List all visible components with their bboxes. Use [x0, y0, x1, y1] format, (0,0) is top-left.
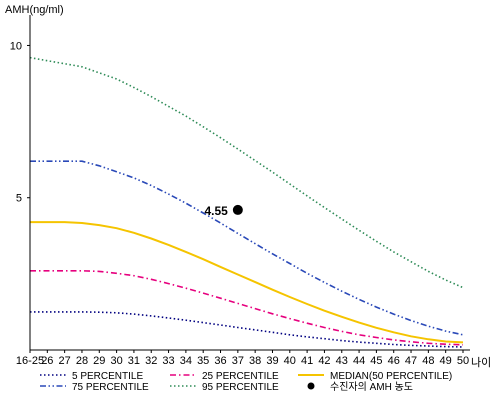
legend-label-1: 25 PERCENTILE	[202, 371, 279, 382]
series-line-3	[30, 160, 464, 336]
legend-label-3: 75 PERCENTILE	[72, 382, 149, 393]
x-tick-label-24: 49	[440, 355, 452, 367]
y-tick-label-1: 10	[10, 40, 22, 52]
series-layer	[29, 56, 464, 348]
series-line-4	[29, 56, 464, 289]
x-tick-label-0: 16-25	[16, 355, 44, 367]
patient-point-label: 4.55	[204, 204, 228, 218]
x-axis-title: 나이	[471, 356, 491, 369]
x-tick-label-1: 26	[41, 355, 53, 367]
series-line-1	[30, 269, 464, 346]
x-tick-label-16: 41	[301, 355, 313, 367]
x-tick-label-18: 43	[336, 355, 348, 367]
x-tick-label-4: 29	[93, 355, 105, 367]
x-tick-label-8: 33	[162, 355, 174, 367]
legend-label-0: 5 PERCENTILE	[72, 371, 143, 382]
x-tick-label-6: 31	[128, 355, 140, 367]
x-tick-label-21: 46	[388, 355, 400, 367]
legend-swatch-5	[307, 382, 315, 390]
x-tick-label-15: 40	[284, 355, 296, 367]
point-layer: 4.55	[204, 204, 243, 218]
x-tick-label-3: 28	[76, 355, 88, 367]
x-tick-label-25: 50	[457, 355, 469, 367]
x-tick-label-2: 27	[59, 355, 71, 367]
patient-point	[232, 204, 243, 215]
x-tick-label-20: 45	[370, 355, 382, 367]
x-tick-label-22: 47	[405, 355, 417, 367]
x-tick-label-9: 34	[180, 355, 192, 367]
y-axis-title: AMH(ng/ml)	[5, 4, 64, 16]
x-tick-label-5: 30	[110, 355, 122, 367]
series-line-2	[30, 221, 464, 344]
legend-label-2: MEDIAN(50 PERCENTILE)	[330, 371, 452, 382]
x-tick-label-10: 35	[197, 355, 209, 367]
legend: 5 PERCENTILE 25 PERCENTILE MEDIAN(50 PERCE…	[40, 371, 452, 393]
legend-label-5: 수진자의 AMH 농도	[330, 381, 413, 393]
x-tick-label-17: 42	[318, 355, 330, 367]
x-tick-label-19: 44	[353, 355, 365, 367]
x-tick-label-14: 39	[266, 355, 278, 367]
x-tick-label-11: 36	[214, 355, 226, 367]
x-tick-label-7: 32	[145, 355, 157, 367]
legend-label-4: 95 PERCENTILE	[202, 382, 279, 393]
series-line-0	[30, 311, 464, 348]
axes-layer: AMH(ng/ml) 나이	[5, 4, 491, 369]
x-tick-label-13: 38	[249, 355, 261, 367]
x-tick-label-12: 37	[232, 355, 244, 367]
y-tick-label-0: 5	[16, 193, 22, 205]
x-tick-label-23: 48	[422, 355, 434, 367]
